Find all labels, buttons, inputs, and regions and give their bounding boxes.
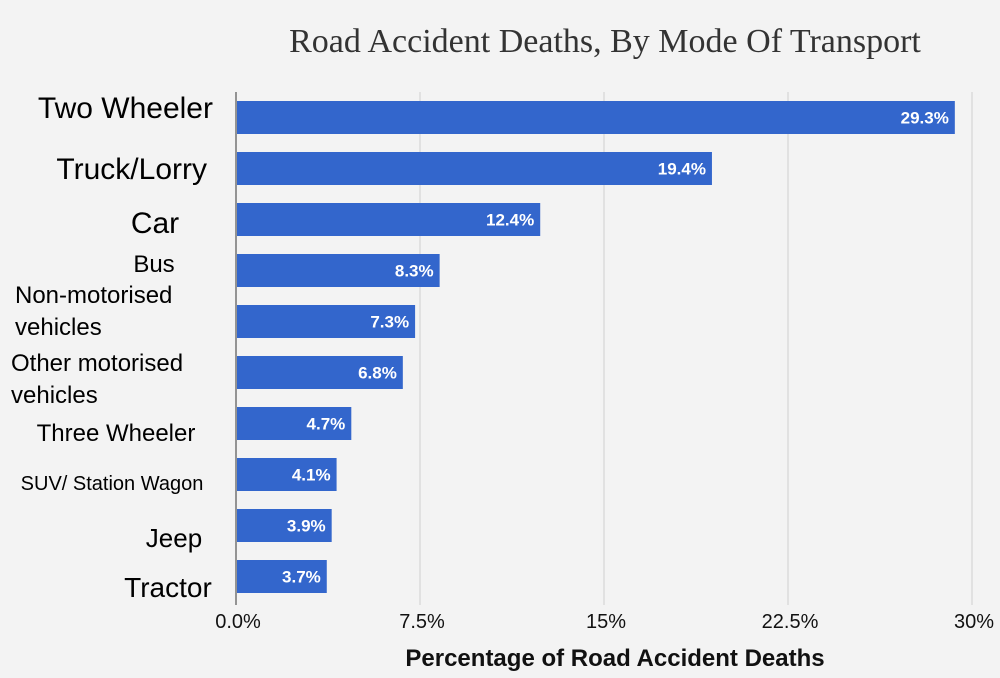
category-label: SUV/ Station Wagon: [21, 473, 204, 495]
bar: [237, 407, 352, 440]
x-tick-label: 30%: [954, 611, 994, 633]
category-label: Non-motorised vehicles: [15, 282, 172, 341]
bar: [237, 152, 712, 185]
x-tick-label: 0.0%: [215, 611, 261, 633]
bar: [237, 509, 332, 542]
category-label: Car: [131, 207, 179, 240]
bar: [237, 560, 327, 593]
category-label: Tractor: [124, 572, 212, 603]
x-tick-label: 7.5%: [399, 611, 445, 633]
data-label: 6.8%: [358, 364, 397, 383]
data-label: 7.3%: [370, 313, 409, 332]
bar: [237, 203, 541, 236]
bar: [237, 458, 337, 491]
category-label: Truck/Lorry: [56, 153, 207, 186]
x-axis-label: Percentage of Road Accident Deaths: [405, 645, 824, 672]
bar: [237, 305, 416, 338]
data-label: 3.9%: [287, 517, 326, 536]
x-tick-label: 22.5%: [762, 611, 819, 633]
bar: [237, 356, 403, 389]
category-label: Bus: [133, 251, 174, 278]
bars: 29.3% 19.4% 12.4% 8.3% 7.3% 6.8% 4.7% 4.1% 3.9% 3…: [237, 101, 955, 593]
x-tick-label: 15%: [586, 611, 626, 633]
data-label: 3.7%: [282, 568, 321, 587]
data-label: 8.3%: [395, 262, 434, 281]
x-tick-labels: 0.0% 7.5% 15% 22.5% 30%: [215, 611, 994, 633]
data-label: 4.1%: [292, 466, 331, 485]
category-label: Jeep: [146, 523, 202, 553]
bar: [237, 101, 955, 134]
data-label: 29.3%: [901, 109, 949, 128]
data-label: 4.7%: [307, 415, 346, 434]
category-label: Other motorised vehicles: [11, 350, 183, 409]
category-label: Two Wheeler: [38, 92, 213, 125]
data-label: 12.4%: [486, 211, 534, 230]
chart-title: Road Accident Deaths, By Mode Of Transpo…: [289, 23, 921, 60]
category-labels: Two Wheeler Truck/Lorry Car Bus Non-motorise…: [11, 92, 213, 603]
data-label: 19.4%: [658, 160, 706, 179]
bar: [237, 254, 440, 287]
category-label: Three Wheeler: [37, 420, 196, 447]
